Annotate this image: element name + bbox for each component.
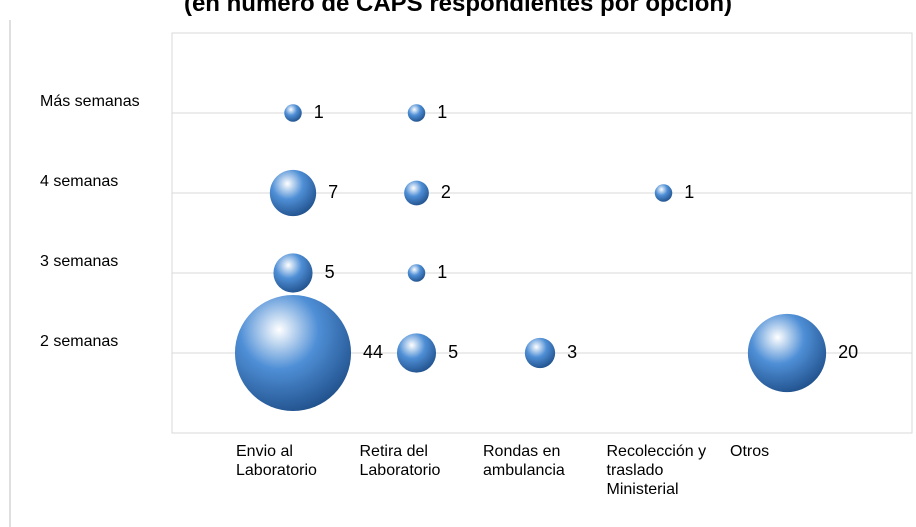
bubble — [407, 104, 426, 122]
y-tick-label: 3 semanas — [40, 252, 119, 270]
chart-title: (en número de CAPS respondientes por opc… — [183, 0, 733, 17]
bubble — [396, 333, 437, 373]
data-label: 44 — [363, 342, 383, 362]
x-tick-label: Retira del Laboratorio — [359, 443, 441, 479]
bubble — [269, 169, 317, 217]
y-tick-label: Más semanas — [40, 92, 140, 110]
data-label: 5 — [448, 342, 458, 362]
data-label: 5 — [325, 262, 335, 282]
data-label: 1 — [684, 182, 694, 202]
x-tick-label: Envio al Laboratorio — [236, 443, 317, 479]
bubble — [407, 264, 426, 282]
bubble — [747, 313, 827, 393]
y-tick-label: 2 semanas — [40, 332, 119, 350]
x-tick-label: Recolección y traslado Ministerial — [606, 443, 707, 498]
data-label: 20 — [838, 342, 858, 362]
x-tick-label: Rondas en ambulancia — [483, 443, 565, 479]
bubble — [234, 294, 352, 412]
data-label: 2 — [441, 182, 451, 202]
bubble — [404, 180, 429, 206]
data-label: 1 — [437, 262, 447, 282]
bubble — [273, 253, 313, 293]
data-label: 7 — [328, 182, 338, 202]
plot-area — [171, 32, 913, 434]
bubble — [654, 184, 673, 202]
y-tick-label: 4 semanas — [40, 172, 119, 190]
data-label: 3 — [567, 342, 577, 362]
data-label: 1 — [437, 102, 447, 122]
bubble — [524, 337, 556, 369]
data-label: 1 — [314, 102, 324, 122]
bubble — [284, 104, 302, 122]
x-tick-label: Otros — [730, 443, 770, 460]
